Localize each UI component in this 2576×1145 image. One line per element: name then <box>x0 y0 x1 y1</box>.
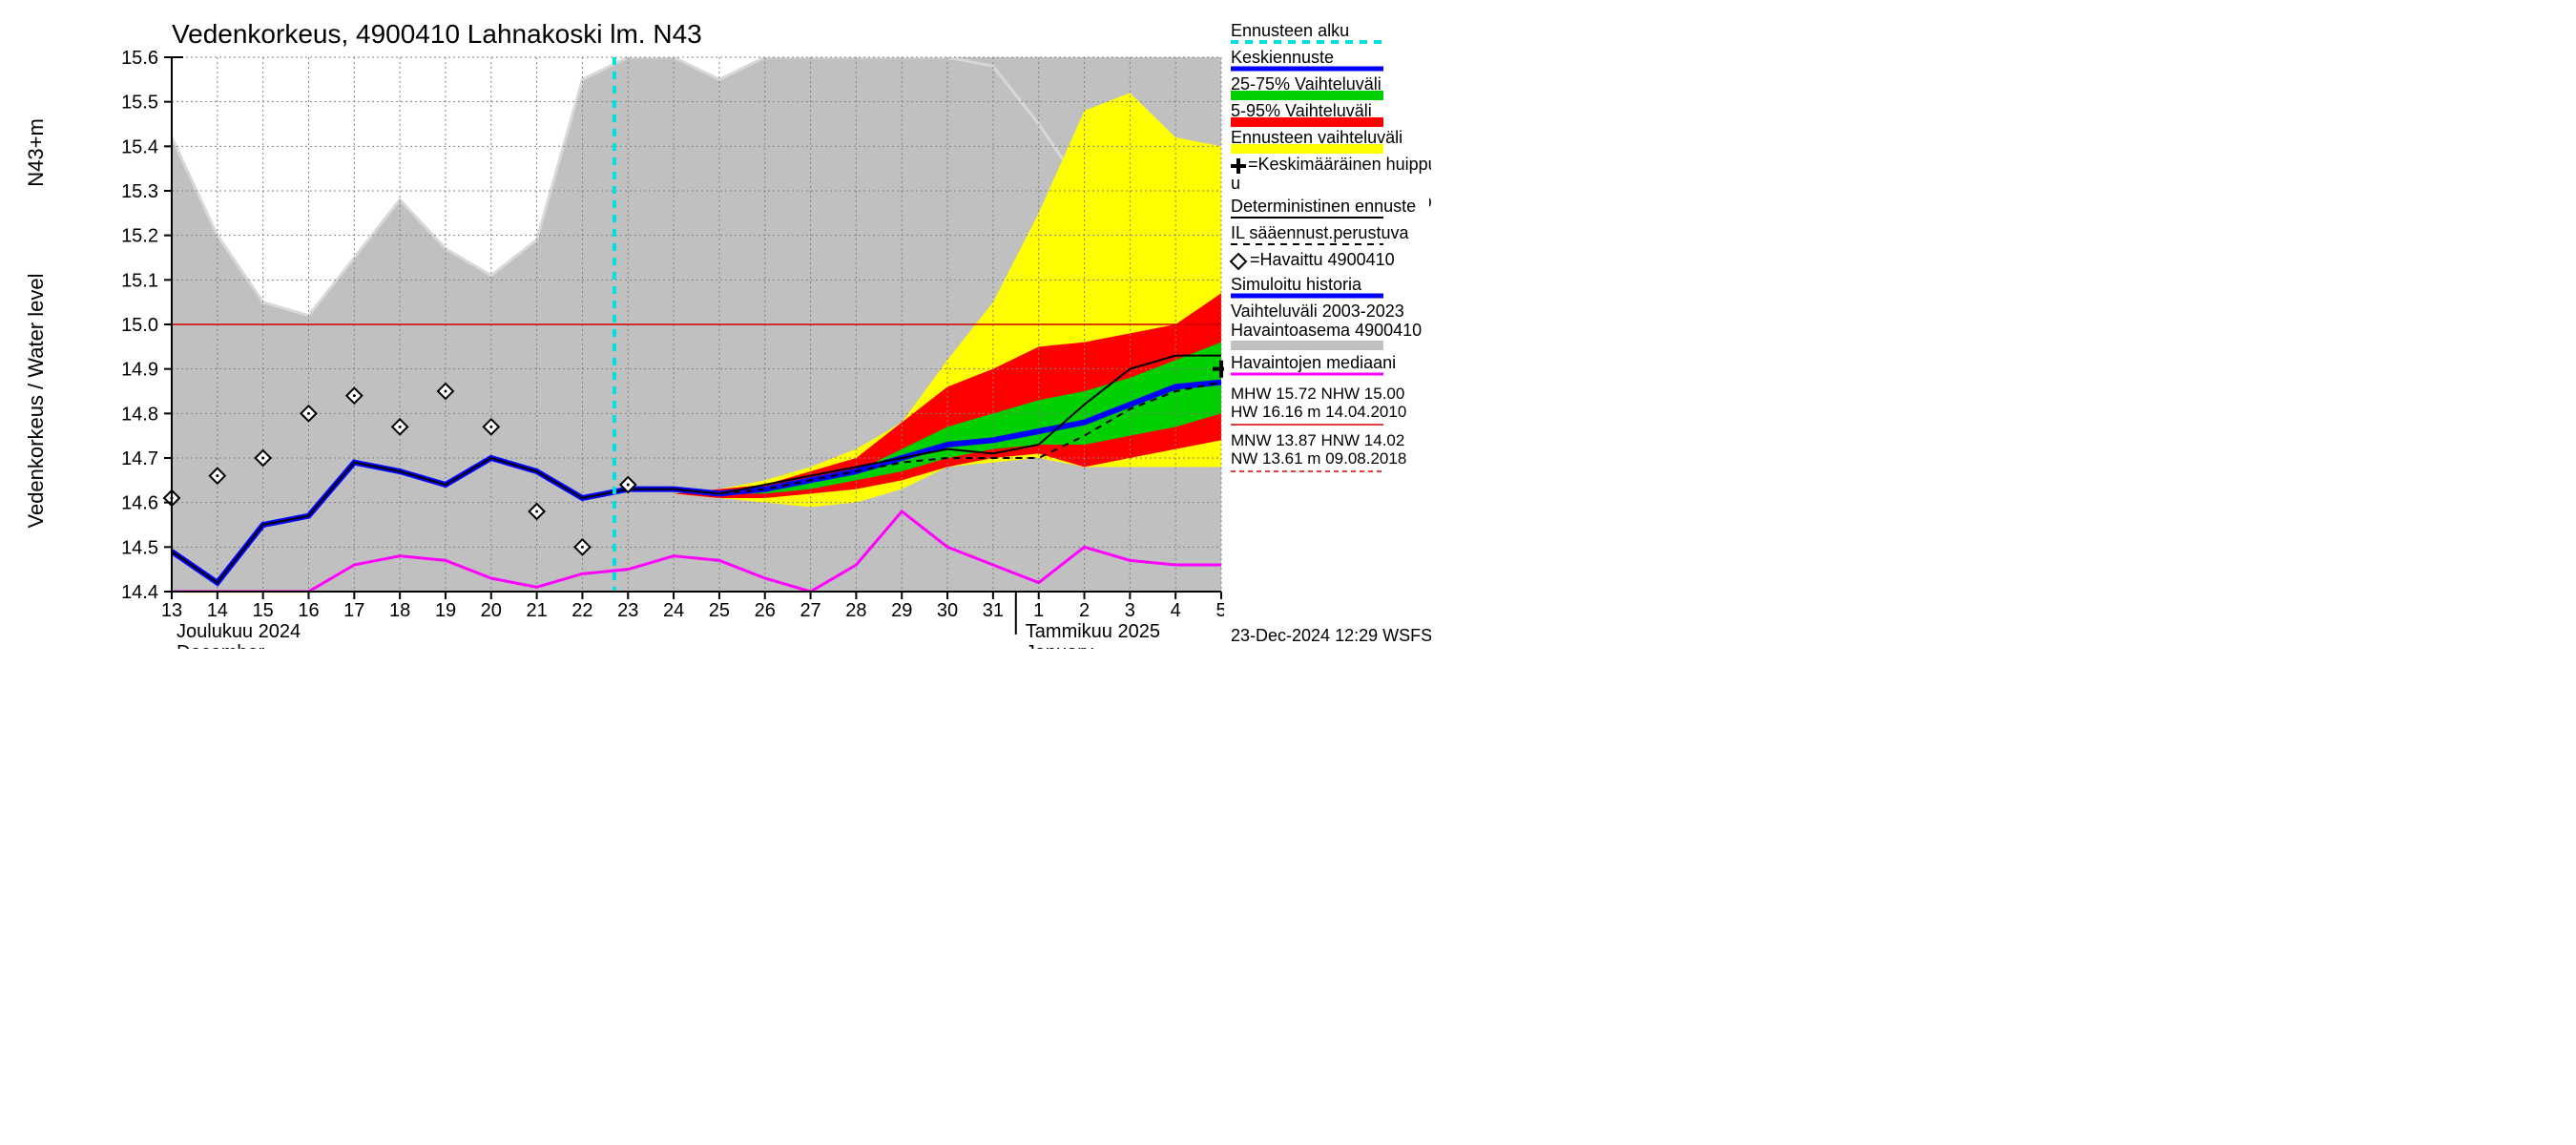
x-tick-label: 4 <box>1171 600 1181 621</box>
x-tick-label: 27 <box>800 600 821 621</box>
x-tick-label: 19 <box>435 600 456 621</box>
month-label-en-left: December <box>177 642 265 649</box>
stat-text: MNW 13.87 HNW 14.02 <box>1231 431 1404 449</box>
stat-text: MHW 15.72 NHW 15.00 <box>1231 385 1404 403</box>
y-axis-label-top: N43+m <box>24 118 48 187</box>
hydrograph-chart: 14.4 14.5 14.6 14.7 14.8 14.9 15.0 15.1 15.2 15.3… <box>0 0 1431 649</box>
x-tick-label: 14 <box>207 600 228 621</box>
month-label-en-right: January <box>1026 642 1093 649</box>
stat-text: NW 13.61 m 09.08.2018 <box>1231 449 1406 468</box>
y-tick-label: 14.4 <box>121 582 158 603</box>
x-tick-label: 13 <box>161 600 182 621</box>
x-tick-label: 20 <box>481 600 502 621</box>
legend-label: =Havaittu 4900410 <box>1250 250 1395 269</box>
x-tick-label: 15 <box>253 600 274 621</box>
x-tick-label: 23 <box>617 600 638 621</box>
legend-label: IL sääennust.perustuva <box>1231 223 1409 242</box>
stat-text: HW 16.16 m 14.04.2010 <box>1231 403 1406 421</box>
legend-label: Ennusteen alku <box>1231 21 1349 40</box>
y-tick-label: 15.6 <box>121 48 158 69</box>
legend-label: Havaintojen mediaani <box>1231 353 1396 372</box>
x-tick-label: 17 <box>343 600 364 621</box>
y-tick-label: 15.1 <box>121 270 158 291</box>
legend-label: Simuloitu historia <box>1231 275 1362 294</box>
y-tick-label: 15.4 <box>121 136 158 157</box>
month-label-fi-left: Joulukuu 2024 <box>177 621 301 642</box>
legend-sublabel: Havaintoasema 4900410 <box>1231 321 1422 340</box>
x-tick-label: 31 <box>983 600 1004 621</box>
y-tick-label: 15.3 <box>121 181 158 202</box>
y-tick-label: 14.7 <box>121 448 158 469</box>
legend-label: Deterministinen ennuste <box>1231 197 1416 216</box>
footer-timestamp: 23-Dec-2024 12:29 WSFS-O <box>1231 626 1431 645</box>
y-tick-label: 15.0 <box>121 315 158 336</box>
legend-label: =Keskimääräinen huippu <box>1248 155 1431 174</box>
x-tick-label: 16 <box>298 600 319 621</box>
month-label-fi-right: Tammikuu 2025 <box>1026 621 1160 642</box>
x-tick-label: 29 <box>891 600 912 621</box>
y-tick-label: 15.5 <box>121 93 158 114</box>
chart-title: Vedenkorkeus, 4900410 Lahnakoski lm. N43 <box>172 19 702 49</box>
x-tick-label: 30 <box>937 600 958 621</box>
svg-text:u: u <box>1231 174 1240 193</box>
y-tick-label: 15.2 <box>121 226 158 247</box>
y-tick-label: 14.9 <box>121 360 158 381</box>
x-tick-label: 22 <box>571 600 592 621</box>
x-tick-label: 18 <box>389 600 410 621</box>
y-tick-label: 14.5 <box>121 537 158 558</box>
x-tick-label: 28 <box>845 600 866 621</box>
legend-label: Vaihteluväli 2003-2023 <box>1231 302 1404 321</box>
y-axis-label-main: Vedenkorkeus / Water level <box>24 274 48 529</box>
x-tick-label: 2 <box>1079 600 1090 621</box>
x-tick-label: 1 <box>1033 600 1044 621</box>
legend-label: Keskiennuste <box>1231 48 1334 67</box>
x-tick-label: 26 <box>755 600 776 621</box>
x-tick-label: 24 <box>663 600 684 621</box>
chart-container: 14.4 14.5 14.6 14.7 14.8 14.9 15.0 15.1 15.2 15.3… <box>0 0 1431 649</box>
x-tick-label: 25 <box>709 600 730 621</box>
y-tick-label: 14.8 <box>121 404 158 425</box>
y-tick-label: 14.6 <box>121 493 158 514</box>
x-tick-label: 3 <box>1125 600 1135 621</box>
x-tick-label: 21 <box>526 600 547 621</box>
